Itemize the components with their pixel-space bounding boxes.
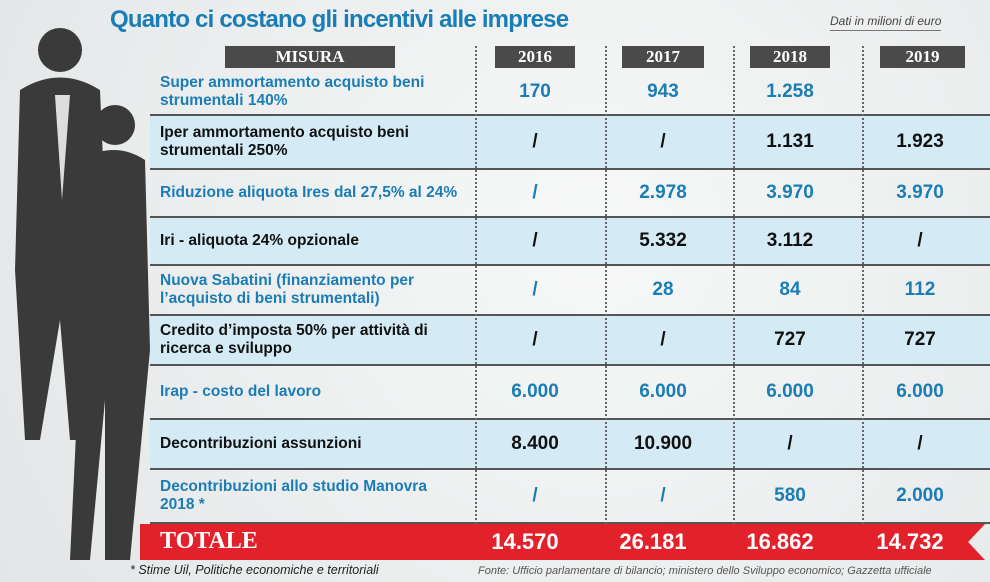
cell-value: /	[917, 433, 923, 454]
total-2019: 14.732	[876, 529, 944, 554]
measure-label: Decontribuzioni allo studio Manovra 2018…	[160, 478, 427, 513]
cell-value: 1.923	[896, 131, 944, 152]
cell-value: 6.000	[639, 381, 687, 402]
cell-value: /	[532, 182, 538, 203]
cell-value: /	[787, 433, 793, 454]
cell-value: 84	[779, 279, 801, 300]
cell-value: 8.400	[511, 433, 559, 454]
header-2017: 2017	[622, 46, 704, 68]
total-2016: 14.570	[491, 529, 559, 554]
cell-value: 3.970	[896, 182, 944, 203]
cell-value: /	[532, 131, 538, 152]
cell-value: /	[660, 329, 666, 350]
table-row: Nuova Sabatini (finanziamento per l’acqu…	[150, 266, 990, 316]
cell-value: 112	[904, 279, 936, 300]
column-separator	[733, 46, 735, 556]
cell-value: 10.900	[633, 433, 693, 454]
cell-value: 1.258	[766, 81, 814, 102]
column-separator	[862, 46, 864, 556]
cell-value: 28	[652, 279, 674, 300]
politicians-photo	[15, 28, 150, 560]
cell-value: 6.000	[511, 381, 559, 402]
measure-label: Riduzione aliquota Ires dal 27,5% al 24%	[160, 184, 458, 201]
column-separator	[475, 46, 477, 556]
total-label: TOTALE	[160, 528, 258, 554]
cell-value: 1.131	[766, 131, 814, 152]
cell-value: 580	[774, 485, 806, 506]
cell-value: 2.000	[896, 485, 944, 506]
table-row: Super ammortamento acquisto beni strumen…	[150, 70, 990, 116]
cell-value: 727	[774, 329, 806, 350]
cell-value: /	[660, 485, 666, 506]
cell-value: /	[532, 279, 538, 300]
measure-label: Decontribuzioni assunzioni	[160, 435, 362, 452]
measure-label: Iri - aliquota 24% opzionale	[160, 232, 359, 249]
cell-value: /	[532, 329, 538, 350]
total-2017: 26.181	[619, 529, 687, 554]
table-row: Credito d’imposta 50% per attività di ri…	[150, 316, 990, 366]
header-misura: MISURA	[225, 46, 395, 68]
total-2018: 16.862	[746, 529, 814, 554]
header-2018: 2018	[750, 46, 830, 68]
cell-value: /	[532, 485, 538, 506]
cell-value: 3.112	[766, 230, 814, 251]
cell-value: 170	[519, 81, 551, 102]
measure-label: Credito d’imposta 50% per attività di ri…	[160, 322, 428, 357]
cell-value: 6.000	[766, 381, 814, 402]
cell-value: 943	[647, 81, 679, 102]
measure-label: Irap - costo del lavoro	[160, 383, 322, 400]
header-2016: 2016	[495, 46, 575, 68]
measure-label: Super ammortamento acquisto beni strumen…	[160, 74, 425, 109]
cell-value: /	[917, 230, 923, 251]
cell-value: 727	[904, 329, 936, 350]
table-row: Iper ammortamento acquisto beni strument…	[150, 116, 990, 170]
cell-value: 5.332	[639, 230, 687, 251]
table-row: Decontribuzioni assunzioni 8.400 10.900 / /	[150, 420, 990, 470]
cell-value: /	[660, 131, 666, 152]
source-note: Fonte: Ufficio parlamentare di bilancio;…	[478, 565, 932, 577]
cell-value: 2.978	[639, 182, 687, 203]
unit-note: Dati in milioni di euro	[830, 14, 942, 31]
table-row: Irap - costo del lavoro 6.000 6.000 6.000 6.…	[150, 366, 990, 420]
page-title: Quanto ci costano gli incentivi alle imp…	[110, 6, 569, 33]
cell-value: 6.000	[896, 381, 944, 402]
measure-label: Nuova Sabatini (finanziamento per l’acqu…	[160, 272, 415, 307]
column-separator	[605, 46, 607, 556]
header-2019: 2019	[880, 46, 965, 68]
table-row: Decontribuzioni allo studio Manovra 2018…	[150, 470, 990, 524]
table-row: Iri - aliquota 24% opzionale / 5.332 3.112 /	[150, 218, 990, 266]
cell-value: /	[532, 230, 538, 251]
footnote: * Stime Uil, Politiche economiche e terr…	[130, 563, 379, 577]
total-row: TOTALE 14.570 26.181 16.862 14.732	[140, 524, 985, 560]
table-row: Riduzione aliquota Ires dal 27,5% al 24%…	[150, 170, 990, 218]
cell-value: 3.970	[766, 182, 814, 203]
measure-label: Iper ammortamento acquisto beni strument…	[160, 124, 409, 159]
